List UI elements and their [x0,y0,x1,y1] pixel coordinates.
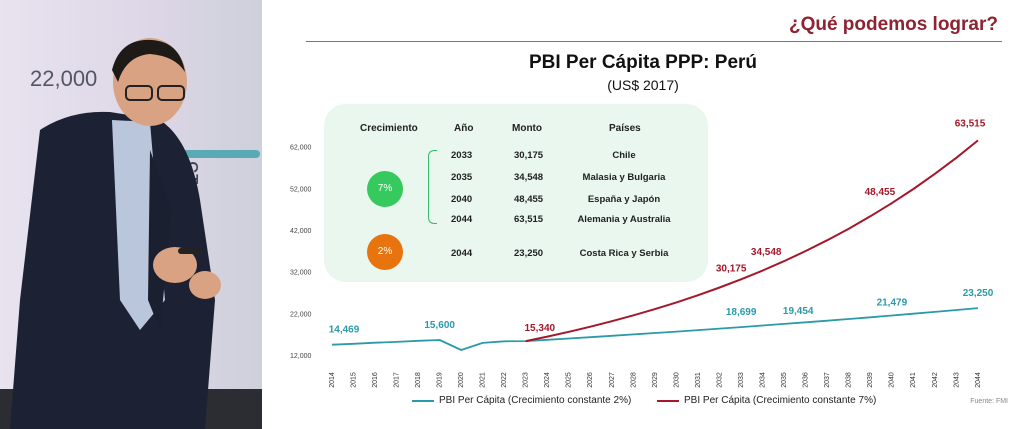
x-tick-label: 2041 [910,372,917,388]
table-cell-amount: 63,515 [514,214,544,225]
table-cell-amount: 23,250 [514,248,544,259]
table-header-amount: Monto [512,123,542,134]
growth-badge-7: 7% [367,171,403,207]
legend-item-2pct: PBI Per Cápita (Crecimiento constante 2%… [412,395,631,406]
presenter-scene: 22,000 2015 [0,0,262,429]
x-tick-label: 2044 [975,372,982,388]
x-tick-label: 2019 [437,372,444,388]
table-cell-year: 2040 [451,194,473,205]
background-line [160,150,260,158]
series-line-2pct [331,307,979,351]
table-header-year: Año [454,123,474,134]
x-tick-label: 2040 [889,372,896,388]
table-header-growth: Crecimiento [360,123,418,134]
x-tick-label: 2042 [932,372,939,388]
data-label: 15,340 [525,323,556,334]
x-tick-label: 2033 [738,372,745,388]
x-tick-label: 2030 [673,372,680,388]
x-tick-label: 2014 [329,372,336,388]
x-tick-label: 2020 [458,372,465,388]
table-cell-amount: 34,548 [514,172,544,183]
legend-label: PBI Per Cápita (Crecimiento constante 7%… [684,395,877,406]
table-cell-countries: Malasia y Bulgaria [582,172,666,183]
table-cell-countries: Chile [612,150,636,161]
x-tick-label: 2038 [846,372,853,388]
table-cell-countries: España y Japón [587,194,661,205]
x-tick-label: 2024 [544,372,551,388]
table-cell-year: 2044 [451,214,473,225]
chart-title: PBI Per Cápita PPP: Perú [528,52,758,73]
x-tick-label: 2016 [372,372,379,388]
line-chart: 12,000 22,000 32,000 42,000 52,000 62,000 2014… [290,118,994,388]
table-header-countries: Países [609,123,641,134]
background-number: 22,000 [30,66,98,91]
chart-subtitle: (US$ 2017) [607,77,679,93]
table-cell-year: 2035 [451,172,473,183]
x-tick-label: 2031 [695,372,702,388]
data-label: 18,699 [726,307,757,318]
y-tick-label: 32,000 [290,270,312,277]
data-label: 19,454 [783,306,814,317]
y-tick-label: 12,000 [290,353,312,360]
presenter-figure [10,38,221,429]
growth-badge-2: 2% [367,234,403,270]
x-tick-label: 2018 [415,372,422,388]
legend-swatch [657,399,679,402]
slide: ¿Qué podemos lograr? PBI Per Cápita PPP:… [262,0,1024,429]
legend-item-7pct: PBI Per Cápita (Crecimiento constante 7%… [657,395,876,406]
x-tick-label: 2032 [716,372,723,388]
data-label: 21,479 [877,298,908,309]
data-label: 34,548 [751,247,782,258]
data-label: 14,469 [329,325,360,336]
y-tick-label: 22,000 [290,311,312,318]
series-line-7pct [525,139,979,343]
x-tick-label: 2036 [803,372,810,388]
data-label: 63,515 [955,118,986,129]
slide-header-title: ¿Qué podemos lograr? [788,14,998,35]
x-tick-label: 2015 [350,372,357,388]
x-tick-label: 2029 [652,372,659,388]
data-label: 15,600 [424,320,455,331]
y-tick-label: 42,000 [290,228,312,235]
header-divider [306,41,1002,42]
x-tick-label: 2027 [609,372,616,388]
y-tick-label: 52,000 [290,186,312,193]
table-cell-amount: 48,455 [514,194,544,205]
table-cell-year: 2044 [451,248,473,259]
table-brace [428,150,437,224]
x-tick-label: 2017 [393,372,400,388]
growth-table: Crecimiento Año Monto Países 7% 2% 2033 … [324,104,708,282]
table-cell-amount: 30,175 [514,150,544,161]
x-tick-label: 2034 [760,372,767,388]
x-tick-label: 2025 [566,372,573,388]
x-tick-label: 2023 [523,372,530,388]
data-label: 30,175 [716,263,747,274]
legend-label: PBI Per Cápita (Crecimiento constante 2%… [439,395,632,406]
x-tick-label: 2028 [630,372,637,388]
x-tick-label: 2026 [587,372,594,388]
x-tick-label: 2043 [953,372,960,388]
table-cell-year: 2033 [451,150,473,161]
chart-source: Fuente: FMI [970,398,1008,405]
x-tick-label: 2035 [781,372,788,388]
table-cell-countries: Alemania y Australia [577,214,671,225]
x-tick-label: 2039 [867,372,874,388]
data-label: 48,455 [865,187,896,198]
table-cell-countries: Costa Rica y Serbia [579,248,669,259]
x-tick-label: 2021 [480,372,487,388]
data-label: 23,250 [963,288,994,299]
legend-swatch [412,399,434,402]
x-tick-label: 2037 [824,372,831,388]
y-tick-label: 62,000 [290,145,312,152]
x-tick-label: 2022 [501,372,508,388]
